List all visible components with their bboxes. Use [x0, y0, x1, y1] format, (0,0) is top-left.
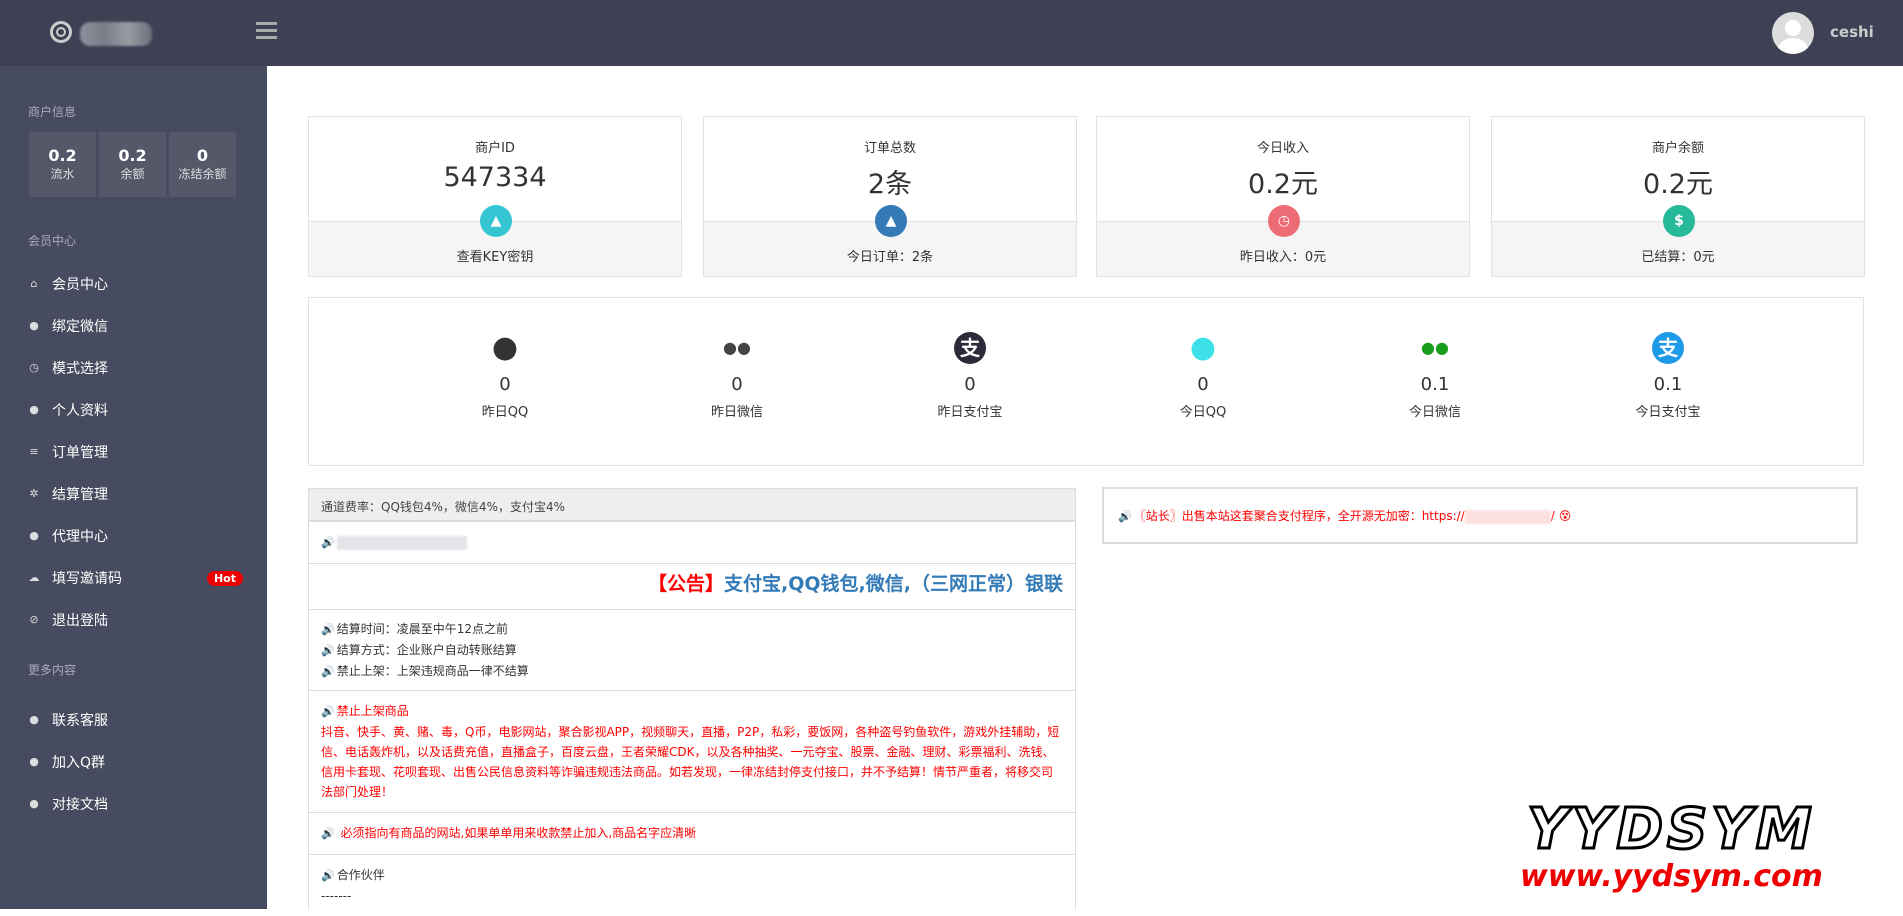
- settlement-info: 🔊 结算时间：凌晨至中午12点之前 🔊 结算方式：企业账户自动转账结算 🔊 禁止上架：…: [309, 609, 1075, 690]
- announcement-marquee: 【公告】支付宝,QQ钱包,微信,（三网正常）银联: [309, 563, 1075, 609]
- qq-icon: ●: [1189, 330, 1217, 365]
- sidebar-item-2[interactable]: ◷ 模式选择: [28, 358, 243, 378]
- avatar[interactable]: [1772, 12, 1814, 54]
- alipay-icon: 支: [954, 332, 986, 364]
- sidebar: 商户信息 0.2 流水 0.2 余额 0 冻结余额 会员中心 ⌂ 会员中心 ● 绑定微信 ◷ 模…: [0, 66, 267, 909]
- sidebar-item-1[interactable]: ● 加入Q群: [28, 752, 243, 772]
- clock-icon: ◷: [29, 361, 39, 374]
- sidebar-item-label: 订单管理: [52, 445, 108, 461]
- bell-icon: ●: [29, 713, 39, 726]
- webmaster-notice: 🔊 〖站长〗出售本站这套聚合支付程序，全开源无加密：https:/// 😵: [1102, 487, 1858, 544]
- sidebar-item-label: 对接文档: [52, 797, 108, 813]
- sidebar-item-2[interactable]: ● 对接文档: [28, 794, 243, 814]
- partners: 🔊 合作伙伴 -------: [309, 854, 1075, 916]
- sidebar-item-4[interactable]: ≡ 订单管理: [28, 442, 243, 462]
- hot-badge: Hot: [206, 570, 243, 586]
- channel-stat: ● 0 今日QQ: [1179, 330, 1227, 421]
- sidebar-item-label: 退出登陆: [52, 613, 108, 629]
- speaker-icon: 🔊: [321, 536, 335, 549]
- notice-panel: 通道费率：QQ钱包4%，微信4%，支付宝4% 🔊 【公告】支付宝,QQ钱包,微信…: [308, 488, 1076, 909]
- channel-stat: 支 0.1 今日支付宝: [1588, 332, 1748, 420]
- user-icon: ●: [29, 403, 39, 416]
- site-name-blurred: [80, 22, 152, 46]
- sidebar-item-label: 联系客服: [52, 713, 108, 729]
- clock-icon: ◷: [1268, 205, 1300, 237]
- sidebar-item-label: 加入Q群: [52, 755, 106, 771]
- stat-flow: 0.2 流水: [29, 132, 96, 197]
- emoji-icon: 😵: [1558, 509, 1572, 523]
- qq-icon: ●: [491, 330, 519, 365]
- banned-goods: 🔊 禁止上架商品 抖音、快手、黄、赌、毒，Q币，电影网站，聚合影视APP，视频聊天…: [309, 690, 1075, 812]
- channel-stat: ●● 0 昨日微信: [657, 332, 817, 420]
- sidebar-item-label: 结算管理: [52, 487, 108, 503]
- users-icon: ●: [29, 797, 39, 810]
- sidebar-item-3[interactable]: ● 个人资料: [28, 400, 243, 420]
- sidebar-item-0[interactable]: ⌂ 会员中心: [28, 274, 243, 294]
- summary-card: 今日收入 0.2元 ◷ 昨日收入：0元: [1096, 116, 1470, 277]
- wechat-icon: ●: [29, 319, 39, 332]
- sidebar-item-label: 会员中心: [52, 277, 108, 293]
- section-more: 更多内容: [28, 663, 77, 677]
- sidebar-item-5[interactable]: ✲ 结算管理: [28, 484, 243, 504]
- sidebar-item-label: 个人资料: [52, 403, 108, 419]
- must-notice: 🔊 必须指向有商品的网站,如果单单用来收款禁止加入,商品名字应清晰: [309, 812, 1075, 854]
- ban-icon: ⊘: [29, 613, 39, 626]
- watermark-logo: YYDSYM www.yydsym.com: [1520, 797, 1823, 894]
- users-icon: ●: [29, 529, 39, 542]
- area-chart-icon: ▲: [875, 205, 907, 237]
- alipay-icon: 支: [1652, 332, 1684, 364]
- stat-frozen: 0 冻结余额: [169, 132, 236, 197]
- logo-icon[interactable]: [50, 21, 72, 43]
- sidebar-item-label: 绑定微信: [52, 319, 108, 335]
- sidebar-item-6[interactable]: ● 代理中心: [28, 526, 243, 546]
- summary-card: 商户ID 547334 ▲ 查看KEY密钥: [308, 116, 682, 277]
- wechat-icon: ●●: [1421, 338, 1449, 357]
- channel-stat: ●● 0.1 今日微信: [1355, 332, 1515, 420]
- sidebar-item-7[interactable]: ☁ 填写邀请码 Hot: [28, 568, 243, 588]
- top-header: ceshi: [0, 0, 1903, 66]
- menu-toggle-button[interactable]: [256, 22, 277, 40]
- merchant-stats: 0.2 流水 0.2 余额 0 冻结余额: [29, 132, 236, 197]
- sidebar-item-8[interactable]: ⊘ 退出登陆: [28, 610, 243, 630]
- list-icon: ≡: [29, 445, 39, 458]
- stat-balance: 0.2 余额: [99, 132, 166, 197]
- sidebar-item-label: 模式选择: [52, 361, 108, 377]
- summary-card: 订单总数 2条 ▲ 今日订单：2条: [703, 116, 1077, 277]
- wechat-icon: ●●: [723, 338, 751, 357]
- channel-rate: 通道费率：QQ钱包4%，微信4%，支付宝4%: [309, 489, 1075, 521]
- blurred-notice: 🔊: [309, 521, 1075, 563]
- home-icon: ⌂: [30, 277, 38, 290]
- sidebar-item-label: 填写邀请码: [52, 571, 122, 587]
- section-merchant-info: 商户信息: [28, 105, 77, 119]
- summary-card: 商户余额 0.2元 $ 已结算：0元: [1491, 116, 1865, 277]
- gears-icon: ✲: [29, 487, 39, 500]
- sidebar-item-0[interactable]: ● 联系客服: [28, 710, 243, 730]
- username[interactable]: ceshi: [1830, 23, 1874, 41]
- user-icon: ▲: [480, 205, 512, 237]
- sidebar-item-1[interactable]: ● 绑定微信: [28, 316, 243, 336]
- section-member-center: 会员中心: [28, 234, 77, 248]
- sidebar-item-label: 代理中心: [52, 529, 108, 545]
- cloud-icon: ☁: [28, 571, 40, 584]
- channel-stat: 支 0 昨日支付宝: [890, 332, 1050, 420]
- users-icon: ●: [29, 755, 39, 768]
- channel-stats-panel: ● 0 昨日QQ ●● 0 昨日微信支 0 昨日支付宝 ● 0 今日QQ ●● 0.1 今日微信支 0.1 今…: [308, 297, 1864, 466]
- dollar-icon: $: [1663, 205, 1695, 237]
- channel-stat: ● 0 昨日QQ: [481, 330, 529, 421]
